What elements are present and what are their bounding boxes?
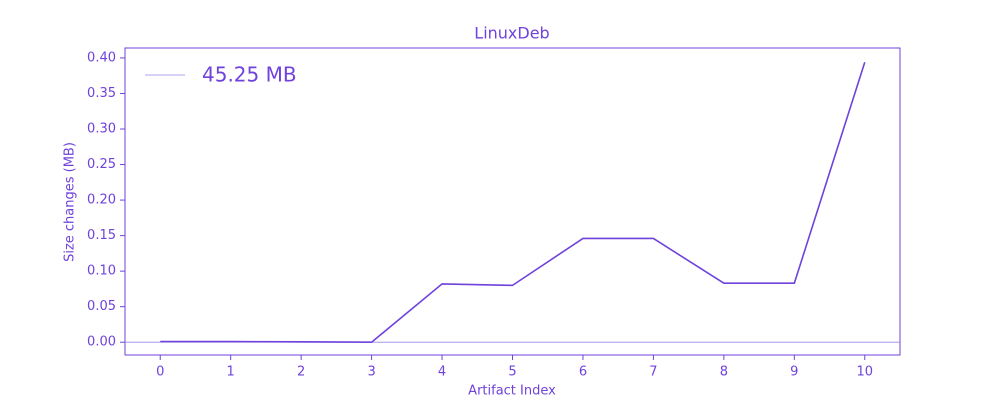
data-line bbox=[160, 61, 866, 344]
x-tick-label: 7 bbox=[649, 365, 657, 380]
y-tick-label: 0.35 bbox=[87, 86, 116, 101]
x-tick-label: 9 bbox=[790, 365, 798, 380]
y-tick-label: 0.30 bbox=[87, 122, 116, 137]
x-tick-label: 0 bbox=[156, 365, 164, 380]
y-axis-label: Size changes (MB) bbox=[63, 142, 78, 262]
plot-frame bbox=[124, 47, 901, 356]
x-tick-label: 10 bbox=[856, 365, 873, 380]
x-tick-label: 6 bbox=[579, 365, 587, 380]
y-tick-label: 0.10 bbox=[87, 264, 116, 279]
legend-label: 45.25 MB bbox=[202, 63, 297, 87]
y-tick-label: 0.00 bbox=[87, 335, 116, 350]
y-tick-label: 0.25 bbox=[87, 157, 116, 172]
x-tick-label: 3 bbox=[367, 365, 375, 380]
y-tick-label: 0.20 bbox=[87, 193, 116, 208]
chart-title: LinuxDeb bbox=[474, 24, 549, 43]
x-axis-label: Artifact Index bbox=[468, 384, 556, 399]
x-tick-label: 5 bbox=[508, 365, 516, 380]
x-tick-label: 8 bbox=[720, 365, 728, 380]
x-tick-label: 4 bbox=[438, 365, 446, 380]
y-tick-label: 0.40 bbox=[87, 50, 116, 65]
y-tick-label: 0.15 bbox=[87, 228, 116, 243]
y-tick-label: 0.05 bbox=[87, 299, 116, 314]
x-tick-label: 2 bbox=[297, 365, 305, 380]
x-tick-label: 1 bbox=[227, 365, 235, 380]
